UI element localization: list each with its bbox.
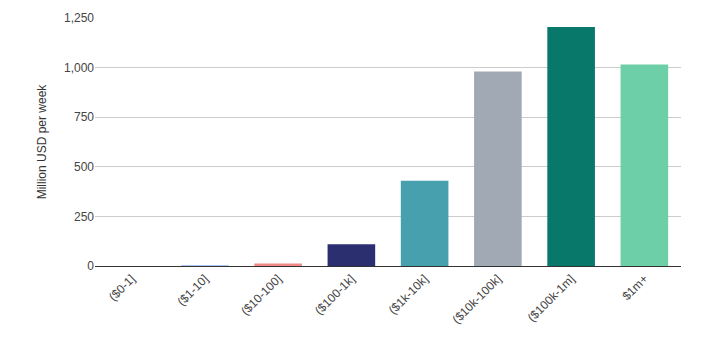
svg-text:($1k-10k]: ($1k-10k] [386, 272, 431, 317]
svg-text:1,250: 1,250 [64, 11, 94, 25]
svg-text:($0-1]: ($0-1] [106, 272, 138, 304]
svg-text:Million USD per week: Million USD per week [35, 84, 49, 200]
svg-text:($100k-1m]: ($100k-1m] [525, 272, 578, 325]
svg-text:250: 250 [74, 210, 94, 224]
svg-text:750: 750 [74, 110, 94, 124]
svg-text:($10-100]: ($10-100] [238, 272, 284, 318]
svg-text:$1m+: $1m+ [619, 272, 650, 303]
svg-text:($1-10]: ($1-10] [174, 272, 211, 309]
svg-text:1,000: 1,000 [64, 61, 94, 75]
svg-text:500: 500 [74, 160, 94, 174]
svg-text:0: 0 [87, 259, 94, 273]
svg-text:($10k-100k]: ($10k-100k] [450, 272, 505, 327]
svg-text:($100-1k]: ($100-1k] [312, 272, 358, 318]
